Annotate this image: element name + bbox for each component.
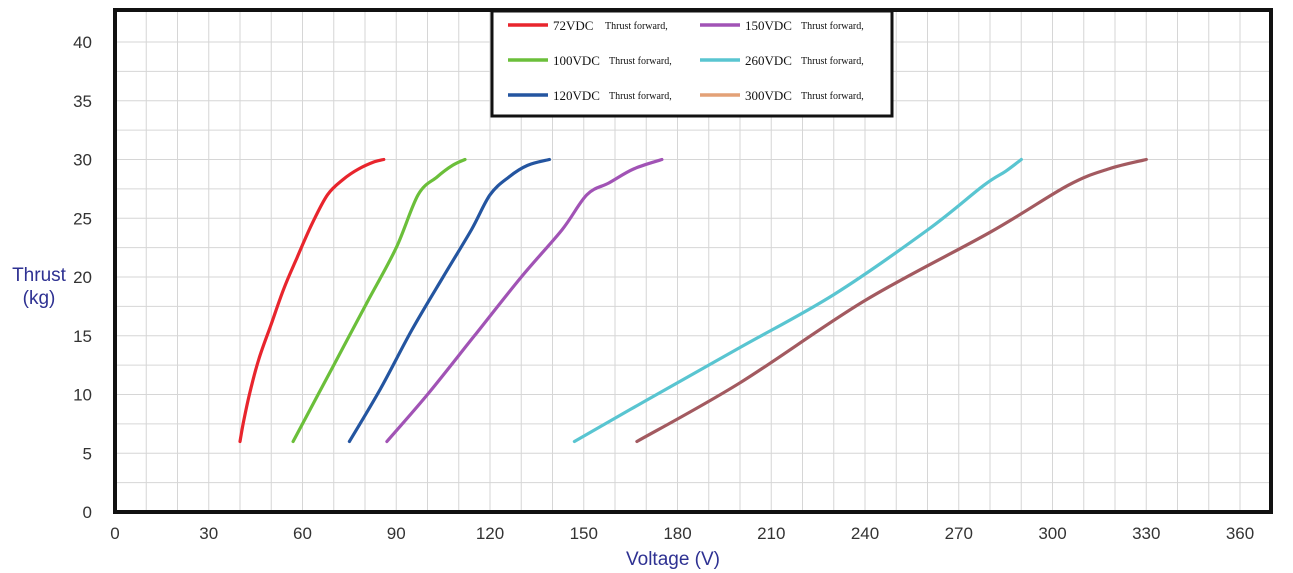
- y-axis-ticks: 0 5 10 15 20 25 30 35 40: [73, 33, 92, 522]
- y-axis-title-line2: (kg): [23, 288, 56, 309]
- x-axis-title: Voltage (V): [626, 549, 720, 570]
- legend-note-72vdc: Thrust forward,: [605, 21, 668, 32]
- x-tick-label: 90: [387, 524, 406, 543]
- legend-label-100vdc: 100VDC: [553, 53, 600, 68]
- y-tick-label: 5: [83, 444, 92, 463]
- x-axis-ticks: 0306090120150180210240270300330360390: [110, 524, 1254, 543]
- x-tick-label: 60: [293, 524, 312, 543]
- x-tick-label: 270: [945, 524, 973, 543]
- legend-label-150vdc: 150VDC: [745, 18, 792, 33]
- y-tick-label: 30: [73, 151, 92, 170]
- legend-note-100vdc: Thrust forward,: [609, 56, 672, 67]
- series-line-150vdc: [385, 157, 664, 444]
- legend-note-260vdc: Thrust forward,: [801, 56, 864, 67]
- x-tick-label: 360: [1226, 524, 1254, 543]
- y-tick-label: 25: [73, 209, 92, 228]
- y-tick-label: 0: [83, 503, 92, 522]
- series-line-120vdc: [347, 157, 551, 444]
- legend-note-300vdc: Thrust forward,: [801, 91, 864, 102]
- y-tick-label: 20: [73, 268, 92, 287]
- x-tick-label: 150: [570, 524, 598, 543]
- legend-note-150vdc: Thrust forward,: [801, 21, 864, 32]
- legend-box: [490, 9, 894, 118]
- legend-label-120vdc: 120VDC: [553, 88, 600, 103]
- legend-label-300vdc: 300VDC: [745, 88, 792, 103]
- legend-label-260vdc: 260VDC: [745, 53, 792, 68]
- series-line-72vdc: [238, 157, 386, 444]
- x-tick-label: 240: [851, 524, 879, 543]
- x-tick-label: 330: [1132, 524, 1160, 543]
- x-tick-label: 30: [199, 524, 218, 543]
- series-lines: [238, 157, 1148, 444]
- legend-label-72vdc: 72VDC: [553, 18, 593, 33]
- x-tick-label: 120: [476, 524, 504, 543]
- y-tick-label: 15: [73, 327, 92, 346]
- legend: 72VDC Thrust forward, 100VDC Thrust forward…: [490, 9, 894, 118]
- series-line-260vdc: [572, 157, 1023, 444]
- y-tick-label: 10: [73, 386, 92, 405]
- x-tick-label: 0: [110, 524, 119, 543]
- x-tick-label: 210: [757, 524, 785, 543]
- y-tick-label: 40: [73, 33, 92, 52]
- y-axis-title-line1: Thrust: [12, 265, 67, 286]
- legend-note-120vdc: Thrust forward,: [609, 91, 672, 102]
- series-line-unlabeled-6: [635, 157, 1148, 444]
- x-tick-label: 180: [663, 524, 691, 543]
- series-line-100vdc: [291, 157, 467, 444]
- x-tick-label: 300: [1038, 524, 1066, 543]
- y-tick-label: 35: [73, 92, 92, 111]
